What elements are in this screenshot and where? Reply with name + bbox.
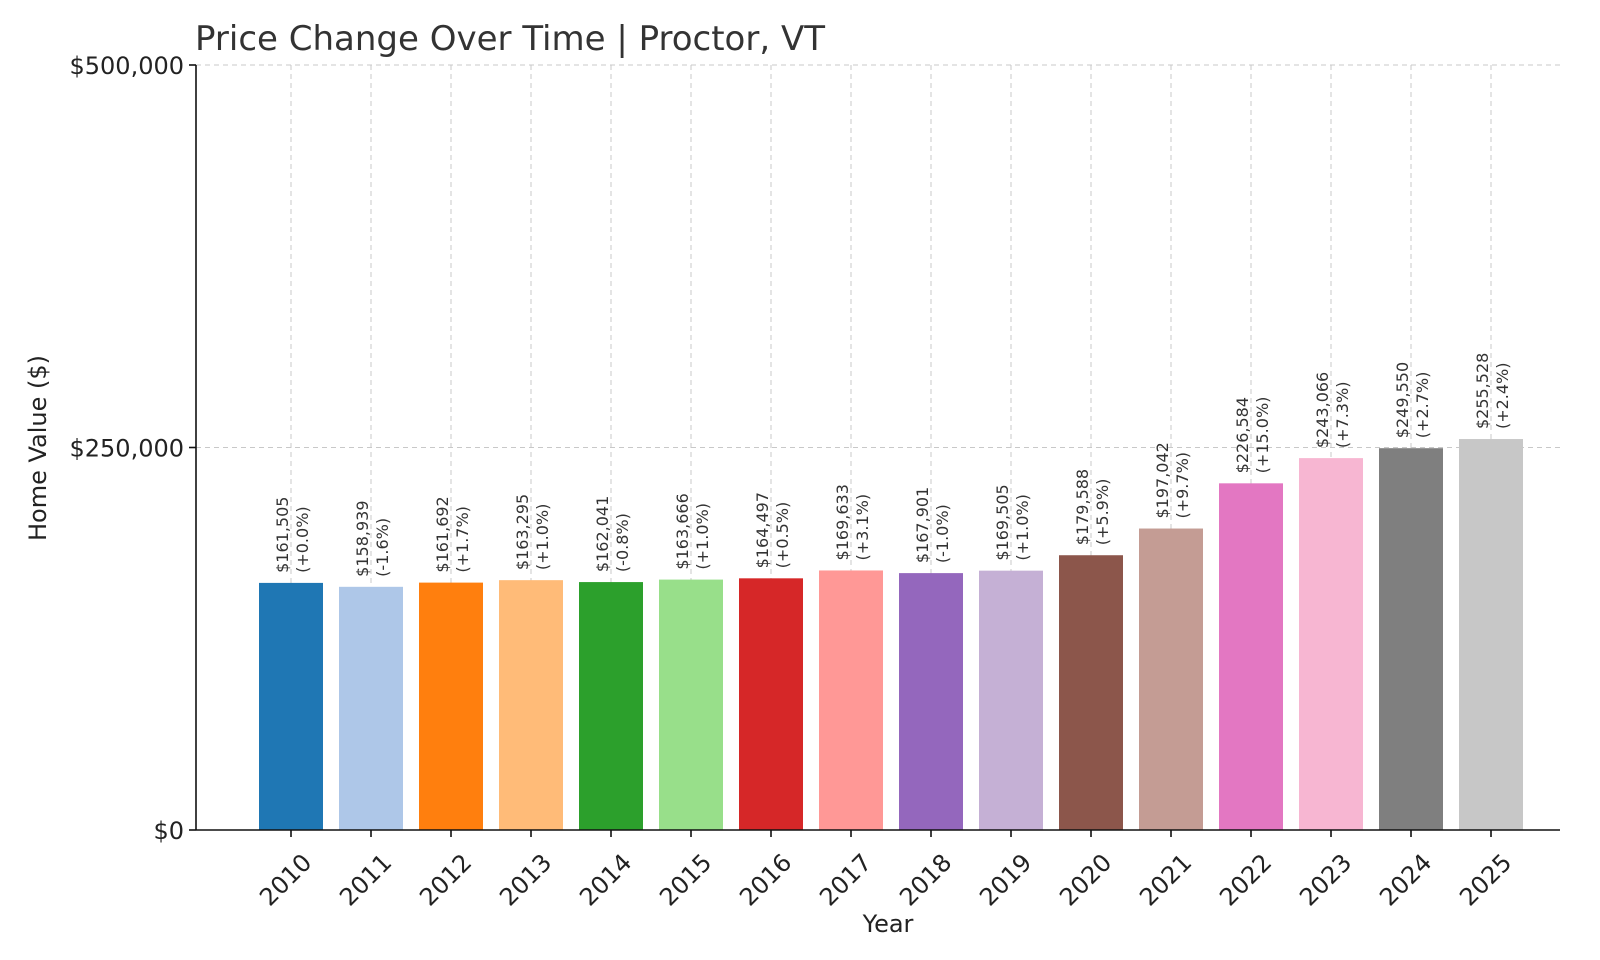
bar-2019: [979, 570, 1043, 830]
bar-value-label: $255,528: [1473, 353, 1492, 429]
bar-change-label: (+2.7%): [1413, 372, 1432, 439]
bar-change-label: (+5.9%): [1093, 479, 1112, 546]
bar-change-label: (+7.3%): [1333, 382, 1352, 449]
bar-change-label: (+1.7%): [453, 506, 472, 573]
x-tick-label: 2010: [254, 848, 317, 911]
bar-2023: [1299, 458, 1363, 830]
bar-change-label: (+3.1%): [853, 494, 872, 561]
x-axis-label: Year: [862, 910, 914, 938]
y-axis-label: Home Value ($): [24, 355, 52, 541]
x-tick-label: 2014: [574, 848, 637, 911]
x-tick-label: 2019: [974, 848, 1037, 911]
bar-change-label: (+1.0%): [533, 504, 552, 571]
bar-value-label: $169,633: [833, 484, 852, 560]
chart-title: Price Change Over Time | Proctor, VT: [195, 19, 825, 59]
y-tick-label: $500,000: [69, 52, 184, 80]
bar-value-label: $249,550: [1393, 362, 1412, 438]
bar-2018: [899, 573, 963, 830]
bar-change-label: (+2.4%): [1493, 362, 1512, 429]
x-tick-label: 2012: [414, 848, 477, 911]
bar-value-label: $158,939: [353, 500, 372, 576]
bar-change-label: (-0.8%): [613, 513, 632, 572]
bar-2011: [339, 586, 403, 830]
x-tick-label: 2017: [814, 848, 877, 911]
x-tick-label: 2015: [654, 848, 717, 911]
bar-value-label: $243,066: [1313, 372, 1332, 448]
bar-2017: [819, 570, 883, 830]
x-tick-label: 2016: [734, 848, 797, 911]
x-tick-label: 2021: [1134, 848, 1197, 911]
bar-2015: [659, 579, 723, 830]
bar-change-label: (-1.0%): [933, 504, 952, 563]
bar-2022: [1219, 483, 1283, 830]
x-tick-label: 2022: [1214, 848, 1277, 911]
grid-layer: [196, 64, 1560, 830]
bar-value-label: $164,497: [753, 492, 772, 568]
x-tick-label: 2023: [1294, 848, 1357, 911]
bar-2012: [419, 582, 483, 830]
bar-2025: [1459, 439, 1523, 830]
bars-layer: [259, 439, 1523, 830]
x-tick-label: 2013: [494, 848, 557, 911]
bar-value-label: $179,588: [1073, 469, 1092, 545]
bar-change-label: (+9.7%): [1173, 452, 1192, 519]
bar-change-label: (+1.0%): [693, 503, 712, 570]
bar-value-label: $197,042: [1153, 442, 1172, 518]
bar-change-label: (+0.0%): [293, 506, 312, 573]
y-tick-label: $0: [153, 817, 184, 845]
y-tick-label: $250,000: [69, 435, 184, 463]
bar-change-label: (+15.0%): [1253, 397, 1272, 474]
x-tick-label: 2011: [334, 848, 397, 911]
bar-2016: [739, 578, 803, 830]
x-tick-label: 2024: [1374, 848, 1437, 911]
bar-value-label: $169,505: [993, 484, 1012, 560]
bar-change-label: (+0.5%): [773, 502, 792, 569]
x-tick-label: 2020: [1054, 848, 1117, 911]
bar-value-label: $161,505: [273, 497, 292, 573]
bar-value-label: $226,584: [1233, 397, 1252, 473]
bar-2021: [1139, 528, 1203, 830]
bar-change-label: (-1.6%): [373, 518, 392, 577]
bar-value-label: $161,692: [433, 496, 452, 572]
x-tick-label: 2018: [894, 848, 957, 911]
bar-labels-layer: $161,505 (+0.0%) $158,939 (-1.6%) $161,692 (+…: [273, 353, 1512, 577]
bar-2014: [579, 582, 643, 830]
bar-value-label: $163,295: [513, 494, 532, 570]
bar-2013: [499, 580, 563, 830]
bar-change-label: (+1.0%): [1013, 494, 1032, 561]
bar-value-label: $163,666: [673, 493, 692, 569]
bar-2024: [1379, 448, 1443, 830]
bar-2010: [259, 582, 323, 830]
x-tick-label: 2025: [1454, 848, 1517, 911]
bar-value-label: $167,901: [913, 487, 932, 563]
bar-2020: [1059, 555, 1123, 830]
bar-value-label: $162,041: [593, 496, 612, 572]
